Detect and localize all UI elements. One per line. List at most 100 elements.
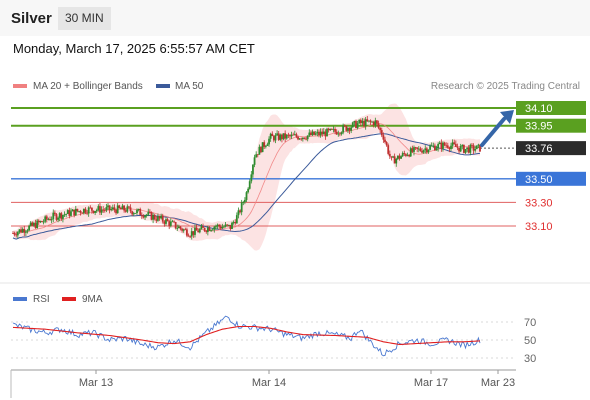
candle-body [361, 120, 364, 124]
candle-body [287, 134, 290, 136]
candle-body [176, 228, 179, 229]
candle-body [229, 224, 232, 229]
level-label-support: 33.30 [525, 197, 553, 209]
candle-body [86, 212, 88, 214]
candle-body [253, 157, 256, 165]
candle-body [355, 121, 357, 129]
rsi-tick-label: 70 [524, 317, 536, 329]
rsi-tick-label: 50 [524, 335, 536, 347]
candle-body [295, 134, 298, 137]
candle-body [272, 136, 275, 141]
candle-body [119, 208, 122, 210]
candle-body [189, 236, 192, 238]
candle-body [33, 223, 35, 226]
candle-body [47, 219, 50, 220]
candle-body [239, 210, 241, 213]
candle-body [74, 208, 77, 216]
x-tick-label: Mar 23 [481, 377, 515, 389]
candle-body [116, 205, 119, 214]
rsi-ma-legend-label: 9MA [82, 294, 103, 305]
candle-body [53, 212, 56, 215]
candle-body [396, 155, 399, 159]
candle-body [475, 145, 478, 150]
level-label-box [516, 101, 586, 115]
candle-body [111, 207, 114, 210]
candle-body [44, 216, 47, 222]
candle-body [387, 145, 390, 154]
candle-body [137, 209, 140, 210]
candle-body [442, 142, 444, 149]
candle-body [277, 133, 280, 140]
candle-body [195, 227, 198, 231]
candle-body [126, 206, 129, 212]
candle-body [445, 145, 448, 147]
candle-body [384, 139, 386, 143]
candle-body [446, 145, 449, 148]
candle-body [255, 154, 258, 158]
candle-body [281, 134, 283, 140]
candle-body [215, 226, 217, 228]
candle-body [467, 147, 470, 153]
candle-body [227, 224, 230, 226]
candle-body [15, 234, 18, 236]
candle-body [105, 207, 108, 211]
candle-body [388, 153, 391, 157]
candle-body [300, 138, 303, 140]
timeframe-button[interactable]: 30 MIN [58, 7, 111, 30]
instrument-title: Silver [11, 10, 52, 27]
x-tick-label: Mar 13 [79, 377, 113, 389]
candle-body [129, 207, 132, 212]
candle-body [200, 226, 203, 230]
candle-body [94, 211, 97, 213]
candle-body [49, 219, 51, 221]
bollinger-band-area [13, 103, 480, 251]
candle-body [393, 156, 396, 164]
candle-body [163, 221, 166, 224]
candle-body [443, 142, 446, 146]
candle-body [434, 145, 436, 151]
bb-legend-label: MA 20 + Bollinger Bands [33, 81, 143, 92]
candle-body [73, 209, 76, 216]
candle-body [256, 154, 259, 156]
candle-body [95, 209, 98, 212]
candle-body [197, 230, 200, 233]
level-label-box [516, 171, 586, 186]
candle-body [248, 181, 251, 189]
candle-body [268, 138, 270, 145]
candle-body [157, 216, 159, 221]
candle-body [461, 144, 464, 147]
candle-body [240, 202, 243, 213]
candle-body [245, 192, 248, 200]
candle-body [147, 212, 150, 215]
level-label-resistance: 34.10 [525, 103, 553, 115]
credit-label: Research © 2025 Trading Central [430, 81, 580, 92]
candle-body [417, 148, 420, 150]
candle-body [81, 212, 84, 214]
candle-body [155, 219, 158, 221]
rsi-ma-line [12, 325, 481, 346]
candle-body [223, 226, 225, 228]
candle-body [469, 144, 472, 153]
candle-body [216, 224, 219, 227]
candle-body [150, 212, 153, 220]
ma50-legend-swatch [156, 84, 170, 88]
candle-body [79, 210, 82, 213]
candle-body [118, 205, 121, 209]
target-arrow-head [500, 110, 514, 124]
candle-body [311, 131, 314, 136]
candle-body [332, 128, 335, 130]
candle-body [190, 231, 193, 237]
candle-body [376, 120, 378, 124]
candle-body [408, 154, 411, 157]
candle-body [108, 205, 111, 210]
level-label-current: 33.76 [525, 143, 553, 155]
candle-body [29, 222, 32, 226]
candle-body [462, 144, 465, 153]
candle-body [192, 231, 195, 235]
candle-body [231, 222, 233, 229]
candle-body [39, 221, 42, 223]
candle-body [34, 223, 37, 229]
candle-body [21, 229, 24, 233]
candle-body [218, 224, 221, 227]
